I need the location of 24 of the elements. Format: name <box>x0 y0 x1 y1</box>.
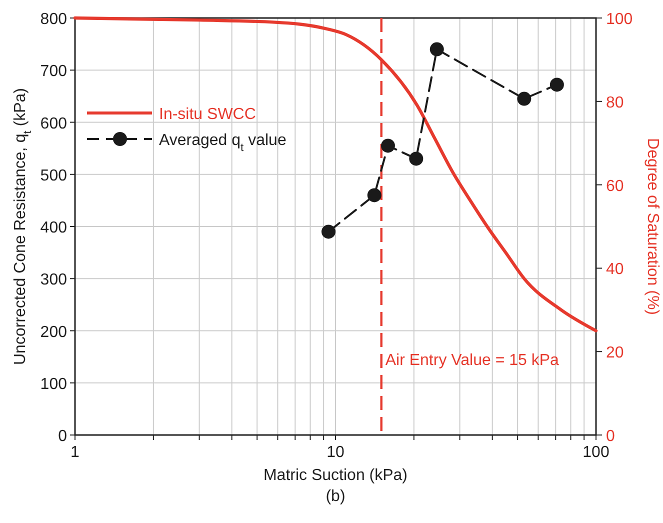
y2-tick-label: 20 <box>606 344 624 362</box>
x-tick-label: 100 <box>582 444 610 461</box>
y-tick-label: 100 <box>40 376 68 393</box>
y-tick-label: 300 <box>40 272 68 289</box>
y-tick-label: 700 <box>40 63 68 80</box>
y-tick-label: 400 <box>40 220 68 236</box>
text: (b) <box>326 488 346 505</box>
y2-tick-label: 80 <box>606 94 624 112</box>
y2-tick-label: 60 <box>606 178 624 195</box>
y2-tick-label: 100 <box>606 11 633 28</box>
y-tick-label: 0 <box>58 428 68 445</box>
y-tick-label: 500 <box>40 167 68 184</box>
x-tick-label: 1 <box>70 444 80 461</box>
y-tick-label: 800 <box>40 11 68 28</box>
y2-axis-title: Degree of Saturation (%) <box>644 138 661 315</box>
y-tick-label: 600 <box>40 115 68 132</box>
x-axis-title: Matric Suction (kPa) <box>263 467 408 484</box>
y2-tick-label: 0 <box>606 428 615 445</box>
x-tick-label: 10 <box>326 444 344 461</box>
ref-line-label: Air Entry Value = 15 kPa <box>385 352 560 369</box>
y2-tick-label: 40 <box>606 261 624 278</box>
y-tick-label: 200 <box>40 324 68 341</box>
legend-label: In-situ SWCC <box>159 106 256 123</box>
legend-label: Averaged q$_{t}$ value <box>159 132 286 154</box>
